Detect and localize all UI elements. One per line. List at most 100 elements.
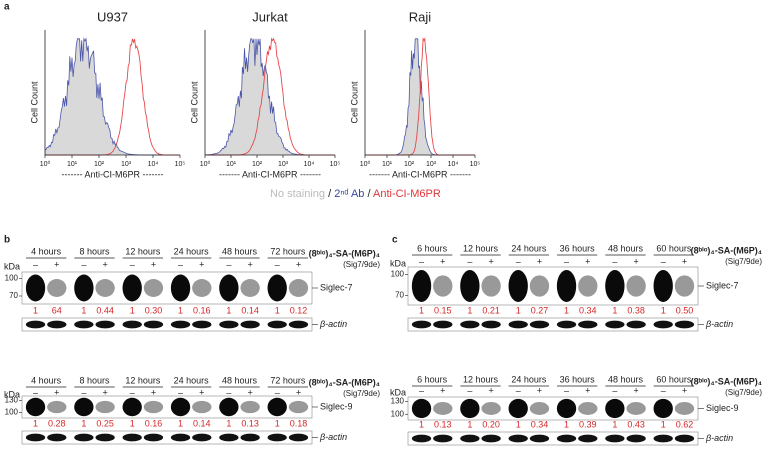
treatment-label: (Sig7/9de) [343, 260, 380, 269]
treatment-sign: + [103, 387, 108, 397]
time-label: 48 hours [608, 243, 644, 253]
protein-band [95, 279, 115, 297]
time-label: 72 hours [270, 246, 306, 256]
actin-band [508, 320, 528, 329]
panel-label: b [4, 235, 10, 246]
actin-band [460, 320, 480, 329]
x-tick-label: 10⁰ [200, 160, 211, 168]
treatment-sign: – [130, 259, 135, 269]
marker-label: 100 [391, 409, 405, 418]
protein-band [411, 270, 432, 302]
treatment-sign: + [103, 259, 108, 269]
protein-band [25, 274, 46, 302]
no-staining-fill [205, 38, 335, 155]
actin-band [626, 320, 646, 329]
treatment-sign: – [564, 256, 569, 266]
treatment-sign: – [226, 387, 231, 397]
x-tick-label: 10⁴ [148, 161, 159, 168]
panel-label: c [392, 235, 398, 246]
treatment-label: (Sig7/9de) [725, 388, 762, 397]
control-label: β-actin [319, 319, 347, 329]
treatment-sign: + [634, 256, 639, 266]
ratio: 0.14 [193, 418, 211, 428]
actin-band [267, 433, 287, 442]
actin-band [240, 433, 260, 442]
time-label: 8 hours [79, 246, 110, 256]
x-tick-label: 10⁵ [330, 161, 341, 168]
protein-band [460, 270, 480, 302]
x-tick-label: 10¹ [382, 161, 393, 168]
actin-band [288, 433, 309, 442]
protein-band [219, 397, 239, 417]
time-label: 12 hours [125, 375, 161, 385]
time-label: 24 hours [174, 375, 210, 385]
actin-band [288, 320, 309, 329]
legend-entry: No staining [270, 188, 328, 200]
x-tick-label: 10² [252, 161, 263, 168]
protein-band [267, 274, 287, 302]
protein-band [460, 398, 480, 419]
actin-band [192, 433, 212, 442]
protein-band [74, 274, 94, 302]
treatment-sign: – [226, 259, 231, 269]
treatment-sign: – [130, 387, 135, 397]
treatment-sign: – [612, 256, 617, 266]
ratio: 0.62 [676, 419, 694, 429]
ratio: 0.28 [48, 418, 66, 428]
actin-band [192, 320, 212, 329]
protein-band [192, 279, 212, 297]
ratio: 0.38 [627, 305, 645, 315]
ratio: 1 [226, 305, 231, 315]
treatment-sign: + [634, 385, 639, 395]
ratio: 0.43 [627, 419, 645, 429]
actin-band [143, 433, 164, 442]
treatment-sign: + [585, 256, 590, 266]
actin-band [433, 320, 453, 329]
treatment-sign: + [440, 256, 445, 266]
protein-band [143, 279, 164, 297]
actin-band [653, 434, 673, 443]
treatment-sign: + [199, 387, 204, 397]
ratio: 0.50 [676, 305, 694, 315]
ratio: 1 [275, 418, 280, 428]
treatment-sign: – [33, 259, 38, 269]
protein-band [219, 274, 239, 302]
ratio: 0.15 [434, 305, 452, 315]
protein-band [47, 400, 67, 414]
x-tick-label: 10³ [426, 161, 437, 168]
treatment-sign: + [440, 385, 445, 395]
ratio: 1 [130, 418, 135, 428]
actin-band [74, 320, 94, 329]
protein-band [626, 275, 646, 297]
time-label: 12 hours [463, 374, 499, 384]
protein-band [288, 279, 309, 297]
treatment-sign: + [151, 387, 156, 397]
protein-band [481, 275, 501, 297]
protein-band [288, 400, 309, 414]
protein-band [122, 274, 142, 302]
treatment-sign: + [296, 259, 301, 269]
ratio: 64 [52, 305, 62, 315]
protein-band [192, 400, 212, 414]
ratio: 0.18 [290, 418, 308, 428]
actin-band [460, 434, 480, 443]
actin-band [605, 320, 625, 329]
ratio: 0.21 [482, 305, 500, 315]
ratio: 1 [33, 418, 38, 428]
ratio: 1 [661, 419, 666, 429]
control-label: β-actin [319, 432, 347, 442]
y-axis-label: Cell Count [29, 81, 39, 124]
ratio: 0.20 [482, 419, 500, 429]
ratio: 0.34 [531, 419, 549, 429]
treatment-sign: – [612, 385, 617, 395]
protein-label: Siglec-9 [706, 403, 739, 413]
x-axis-label: ------- Anti-CI-M6PR ------- [62, 169, 164, 179]
treatment-sign: + [54, 387, 59, 397]
x-tick-label: 10² [404, 161, 415, 168]
protein-band [122, 397, 142, 417]
treatment-sign: – [275, 387, 280, 397]
protein-band [433, 275, 453, 297]
treatment-sign: + [585, 385, 590, 395]
time-label: 8 hours [79, 375, 110, 385]
treatment-sign: + [296, 387, 301, 397]
